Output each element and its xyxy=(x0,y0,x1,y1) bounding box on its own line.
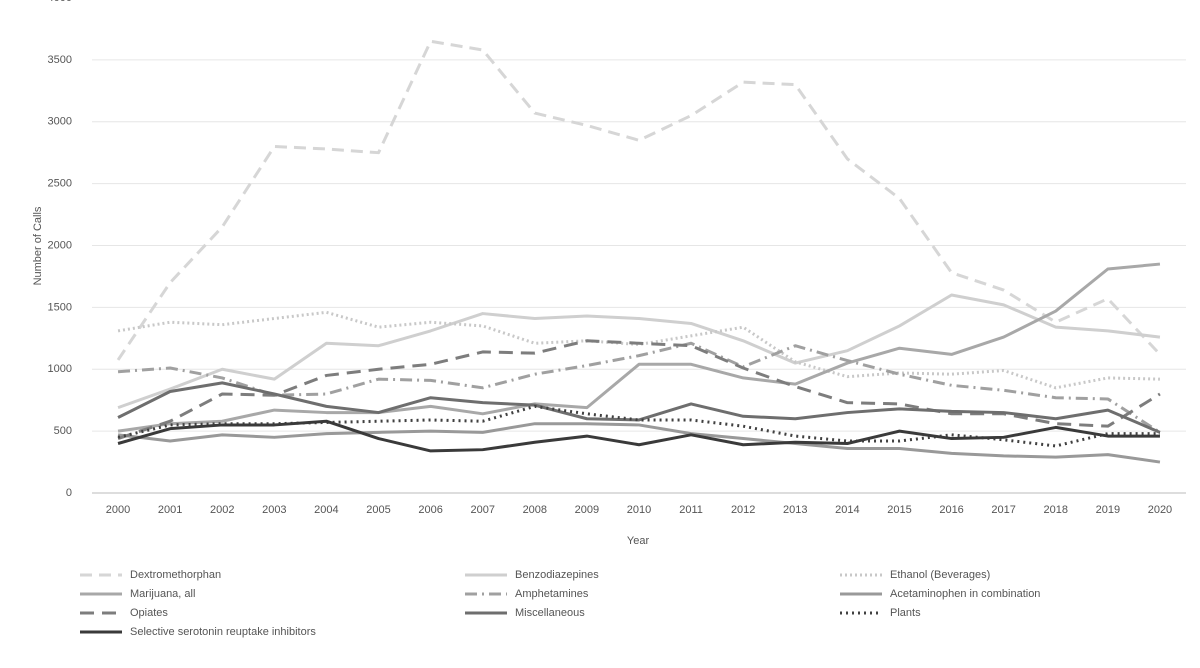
x-tick-label: 2017 xyxy=(991,504,1015,516)
series-line xyxy=(116,39,1162,361)
x-tick-label: 2020 xyxy=(1148,504,1172,516)
x-tick-label: 2007 xyxy=(470,504,494,516)
y-tick-label: 500 xyxy=(54,425,72,437)
x-tick-label: 2019 xyxy=(1096,504,1120,516)
legend-label: Acetaminophen in combination xyxy=(890,588,1040,600)
series-line xyxy=(117,262,1161,433)
x-tick-label: 2010 xyxy=(627,504,651,516)
legend-label: Amphetamines xyxy=(515,588,589,600)
x-axis-label: Year xyxy=(627,535,650,547)
y-axis-label: Number of Calls xyxy=(32,206,44,285)
series-line xyxy=(117,419,1160,453)
x-tick-label: 2009 xyxy=(575,504,599,516)
y-tick-label: 1000 xyxy=(48,363,72,375)
series-line xyxy=(117,381,1161,434)
y-tick-label: 4000 xyxy=(48,0,72,4)
legend-label: Marijuana, all xyxy=(130,588,195,600)
series-line xyxy=(117,293,1161,410)
x-tick-label: 2013 xyxy=(783,504,807,516)
x-tick-label: 2000 xyxy=(106,504,130,516)
x-tick-label: 2002 xyxy=(210,504,234,516)
x-tick-label: 2015 xyxy=(887,504,911,516)
x-tick-label: 2012 xyxy=(731,504,755,516)
x-tick-label: 2018 xyxy=(1044,504,1068,516)
legend-label: Benzodiazepines xyxy=(515,569,599,581)
series-line xyxy=(117,339,1161,440)
legend-label: Opiates xyxy=(130,607,168,619)
x-tick-label: 2008 xyxy=(523,504,547,516)
legend-label: Selective serotonin reuptake inhibitors xyxy=(130,626,316,638)
x-tick-label: 2006 xyxy=(418,504,442,516)
legend-label: Miscellaneous xyxy=(515,607,585,619)
y-tick-label: 1500 xyxy=(48,301,72,313)
y-tick-label: 3500 xyxy=(48,54,72,66)
x-tick-label: 2003 xyxy=(262,504,286,516)
legend-label: Plants xyxy=(890,607,921,619)
y-tick-label: 2000 xyxy=(48,239,72,251)
y-tick-label: 3000 xyxy=(48,116,72,128)
x-tick-label: 2014 xyxy=(835,504,859,516)
x-tick-label: 2001 xyxy=(158,504,182,516)
x-tick-label: 2004 xyxy=(314,504,338,516)
x-tick-label: 2005 xyxy=(366,504,390,516)
legend-label: Ethanol (Beverages) xyxy=(890,569,990,581)
y-tick-label: 2500 xyxy=(48,178,72,190)
series-line xyxy=(117,341,1161,434)
y-tick-label: 0 xyxy=(66,487,72,499)
legend-label: Dextromethorphan xyxy=(130,569,221,581)
x-tick-label: 2016 xyxy=(939,504,963,516)
x-tick-label: 2011 xyxy=(679,504,703,516)
series-line xyxy=(117,422,1161,464)
series-line xyxy=(117,310,1160,390)
